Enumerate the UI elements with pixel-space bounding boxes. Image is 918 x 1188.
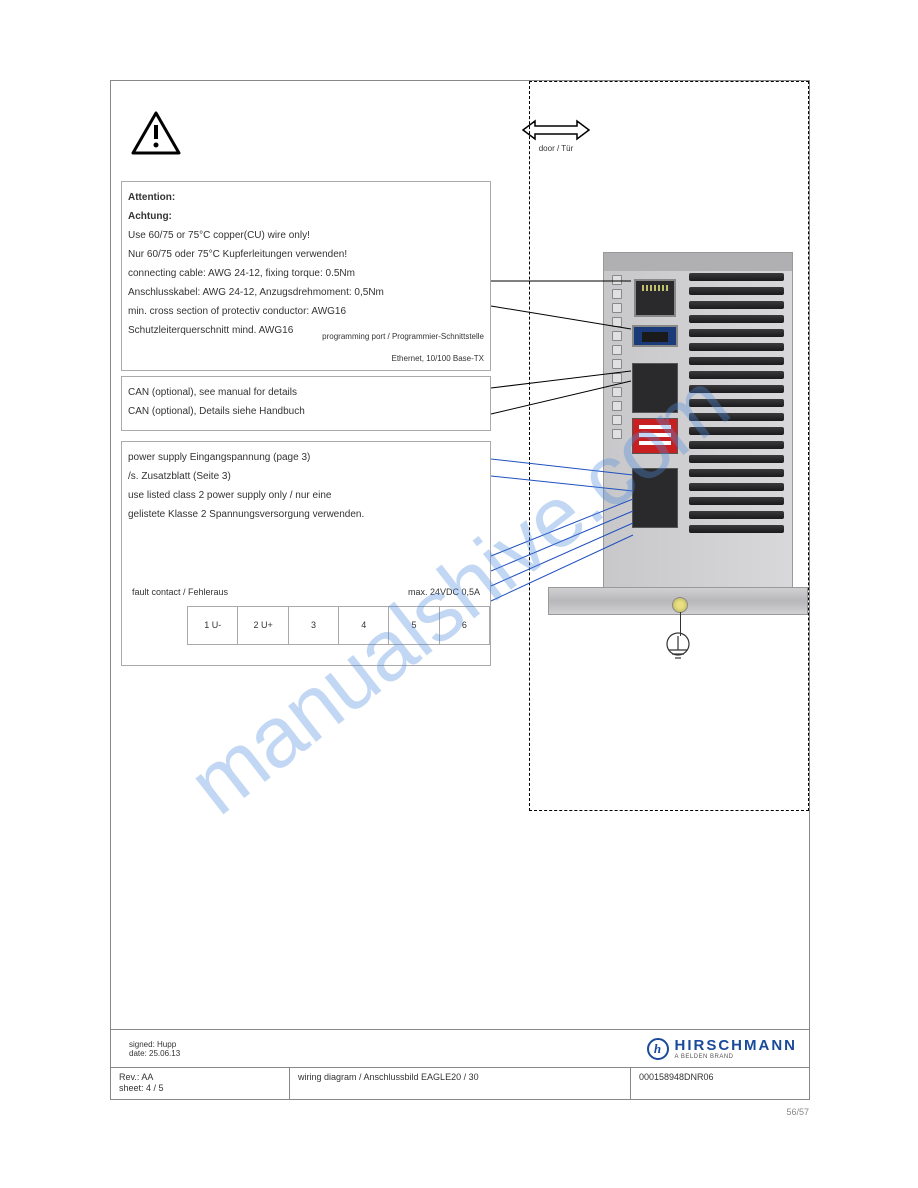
eth-port-label: Ethernet, 10/100 Base-TX: [392, 354, 485, 364]
power-terminal: [632, 468, 678, 528]
page-number: 56/57: [786, 1107, 809, 1117]
attention-block: Attention: Achtung: Use 60/75 or 75°C co…: [121, 181, 491, 371]
terminal-cell: 1 U-: [188, 607, 238, 645]
warning-icon: [131, 111, 181, 158]
brand-logo: h HIRSCHMANN A BELDEN BRAND: [647, 1037, 798, 1060]
heatsink: [689, 273, 784, 556]
fault-contact-label: fault contact / Fehleraus: [132, 587, 228, 599]
signed-label: signed: Hupp: [129, 1040, 647, 1049]
brand-subtitle: A BELDEN BRAND: [675, 1054, 798, 1060]
terminal-cell: 6: [439, 607, 489, 645]
brand-name: HIRSCHMANN: [675, 1037, 798, 1054]
terminal-cell: 5: [389, 607, 439, 645]
doc-num-cell: 000158948DNR06: [631, 1068, 809, 1100]
power-block: power supply Eingangspannung (page 3) /s…: [121, 441, 491, 666]
device-panel: [529, 81, 809, 811]
can-terminal: [632, 363, 678, 413]
prog-port-label: programming port / Programmier-Schnittst…: [322, 332, 484, 342]
terminal-cell: 4: [339, 607, 389, 645]
title-block: signed: Hupp date: 25.06.13 h HIRSCHMANN…: [111, 1029, 809, 1099]
brand-icon: h: [647, 1038, 669, 1060]
date-label: date: 25.06.13: [129, 1049, 647, 1058]
ground-symbol: [663, 632, 693, 671]
can-block: CAN (optional), see manual for details C…: [121, 376, 491, 431]
terminal-cell: 3: [288, 607, 338, 645]
terminal-cell: 2 U+: [238, 607, 289, 645]
programming-port: [634, 279, 676, 317]
ground-screw: [672, 597, 688, 613]
fault-contact-spec: max. 24VDC 0,5A: [408, 587, 480, 599]
terminal-table: 1 U- 2 U+ 3 4 5 6: [187, 606, 490, 645]
doc-name-cell: wiring diagram / Anschlussbild EAGLE20 /…: [290, 1068, 631, 1100]
device-image: [603, 252, 793, 592]
ethernet-port: [632, 325, 678, 347]
dip-switch: [632, 418, 678, 454]
led-column: [612, 275, 626, 443]
rev-cell: Rev.: AA sheet: 4 / 5: [111, 1068, 290, 1100]
page-frame: door / Tür: [110, 80, 810, 1100]
